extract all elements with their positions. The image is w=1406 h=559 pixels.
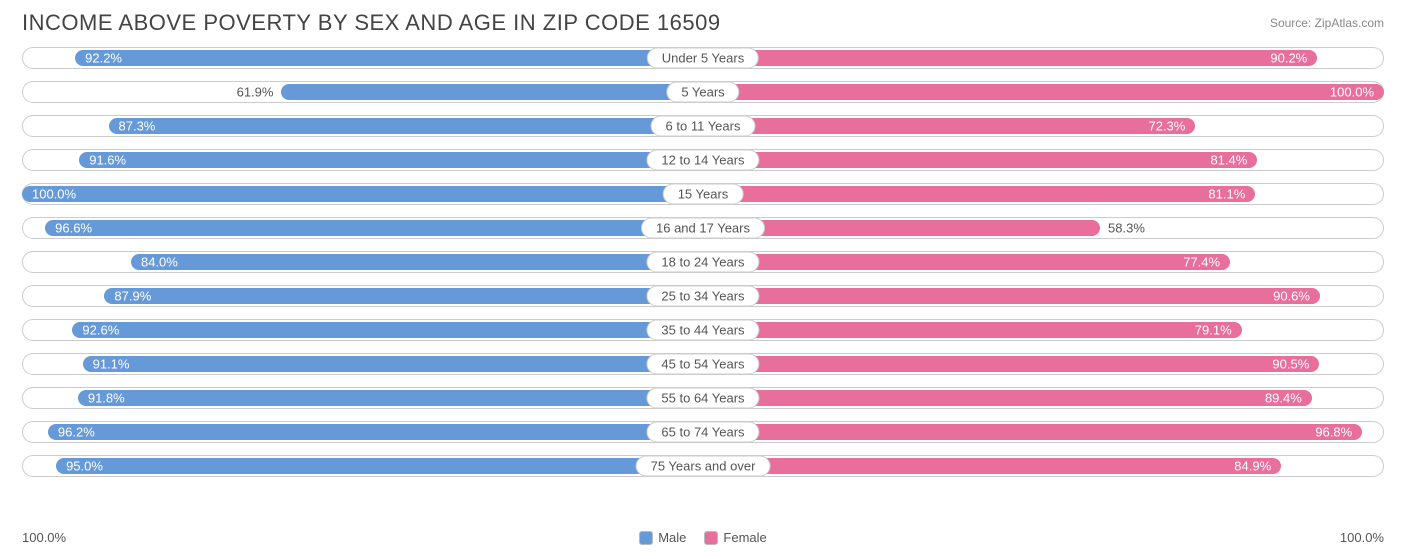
female-bar: 77.4%	[703, 254, 1230, 270]
category-label: 45 to 54 Years	[646, 354, 759, 375]
chart-row: 91.8% 89.4% 55 to 64 Years	[22, 384, 1384, 412]
category-label: 75 Years and over	[636, 456, 771, 477]
male-bar: 87.3%	[109, 118, 704, 134]
male-value: 91.6%	[89, 153, 126, 168]
legend: Male Female	[639, 530, 767, 545]
category-label: 65 to 74 Years	[646, 422, 759, 443]
legend-item-female: Female	[704, 530, 766, 545]
male-value: 100.0%	[32, 187, 76, 202]
female-value: 77.4%	[1183, 255, 1220, 270]
category-label: 5 Years	[666, 82, 739, 103]
category-label: 35 to 44 Years	[646, 320, 759, 341]
chart-row: 95.0% 84.9% 75 Years and over	[22, 452, 1384, 480]
female-bar: 72.3%	[703, 118, 1195, 134]
chart-row: 84.0% 77.4% 18 to 24 Years	[22, 248, 1384, 276]
male-bar: 95.0%	[56, 458, 703, 474]
female-value: 100.0%	[1330, 85, 1374, 100]
female-bar: 90.5%	[703, 356, 1319, 372]
category-label: 25 to 34 Years	[646, 286, 759, 307]
female-bar: 90.6%	[703, 288, 1320, 304]
category-label: 55 to 64 Years	[646, 388, 759, 409]
female-value: 89.4%	[1265, 391, 1302, 406]
male-bar	[281, 84, 703, 100]
category-label: 16 and 17 Years	[641, 218, 765, 239]
diverging-bar-chart: 92.2% 90.2% Under 5 Years 61.9% 100.0% 5 Year…	[0, 40, 1406, 480]
chart-row: 100.0% 81.1% 15 Years	[22, 180, 1384, 208]
category-label: Under 5 Years	[647, 48, 759, 69]
chart-row: 96.2% 96.8% 65 to 74 Years	[22, 418, 1384, 446]
female-bar: 96.8%	[703, 424, 1362, 440]
source-attribution: Source: ZipAtlas.com	[1270, 16, 1384, 30]
legend-label-male: Male	[658, 530, 686, 545]
male-value: 96.6%	[55, 221, 92, 236]
male-bar: 100.0%	[22, 186, 703, 202]
axis-right-label: 100.0%	[1340, 530, 1384, 545]
male-bar: 92.2%	[75, 50, 703, 66]
female-bar: 84.9%	[703, 458, 1281, 474]
male-value: 95.0%	[66, 459, 103, 474]
chart-row: 91.1% 90.5% 45 to 54 Years	[22, 350, 1384, 378]
chart-title: INCOME ABOVE POVERTY BY SEX AND AGE IN Z…	[22, 10, 721, 36]
female-bar: 89.4%	[703, 390, 1312, 406]
female-value: 58.3%	[1108, 221, 1145, 236]
male-value: 92.6%	[82, 323, 119, 338]
female-swatch-icon	[704, 531, 718, 545]
male-value: 91.1%	[93, 357, 130, 372]
female-bar: 81.4%	[703, 152, 1257, 168]
category-label: 15 Years	[663, 184, 744, 205]
male-value: 96.2%	[58, 425, 95, 440]
male-value: 92.2%	[85, 51, 122, 66]
male-value: 61.9%	[237, 85, 274, 100]
male-bar: 96.2%	[48, 424, 703, 440]
male-bar: 91.8%	[78, 390, 703, 406]
chart-row: 91.6% 81.4% 12 to 14 Years	[22, 146, 1384, 174]
female-bar: 100.0%	[703, 84, 1384, 100]
male-value: 87.3%	[119, 119, 156, 134]
male-bar: 91.1%	[83, 356, 703, 372]
legend-item-male: Male	[639, 530, 686, 545]
female-value: 90.5%	[1272, 357, 1309, 372]
female-value: 72.3%	[1148, 119, 1185, 134]
chart-row: 87.3% 72.3% 6 to 11 Years	[22, 112, 1384, 140]
category-label: 6 to 11 Years	[651, 116, 756, 137]
male-bar: 84.0%	[131, 254, 703, 270]
male-bar: 96.6%	[45, 220, 703, 236]
legend-label-female: Female	[723, 530, 766, 545]
male-value: 87.9%	[114, 289, 151, 304]
female-value: 90.6%	[1273, 289, 1310, 304]
category-label: 12 to 14 Years	[646, 150, 759, 171]
female-value: 81.4%	[1210, 153, 1247, 168]
female-value: 79.1%	[1195, 323, 1232, 338]
female-bar: 81.1%	[703, 186, 1255, 202]
chart-row: 61.9% 100.0% 5 Years	[22, 78, 1384, 106]
female-value: 96.8%	[1315, 425, 1352, 440]
chart-row: 87.9% 90.6% 25 to 34 Years	[22, 282, 1384, 310]
female-value: 84.9%	[1234, 459, 1271, 474]
chart-row: 92.6% 79.1% 35 to 44 Years	[22, 316, 1384, 344]
chart-row: 92.2% 90.2% Under 5 Years	[22, 44, 1384, 72]
male-value: 84.0%	[141, 255, 178, 270]
female-bar: 79.1%	[703, 322, 1242, 338]
female-value: 90.2%	[1270, 51, 1307, 66]
chart-row: 96.6% 58.3% 16 and 17 Years	[22, 214, 1384, 242]
axis-left-label: 100.0%	[22, 530, 66, 545]
male-bar: 91.6%	[79, 152, 703, 168]
female-bar: 90.2%	[703, 50, 1317, 66]
category-label: 18 to 24 Years	[646, 252, 759, 273]
male-bar: 92.6%	[72, 322, 703, 338]
female-value: 81.1%	[1208, 187, 1245, 202]
male-bar: 87.9%	[104, 288, 703, 304]
male-swatch-icon	[639, 531, 653, 545]
male-value: 91.8%	[88, 391, 125, 406]
